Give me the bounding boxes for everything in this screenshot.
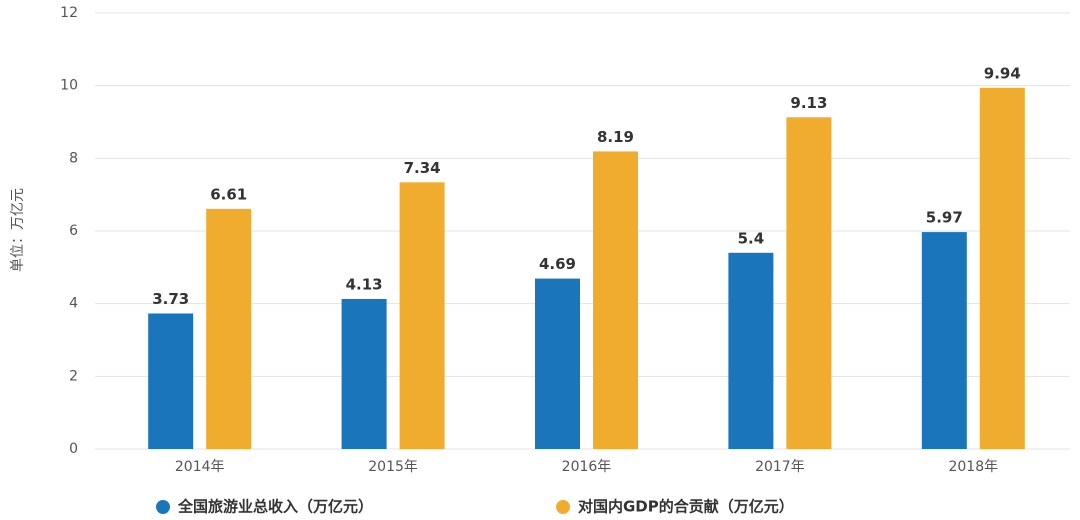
y-tick-label: 12 <box>60 5 78 21</box>
legend-label: 全国旅游业总收入（万亿元） <box>177 498 373 516</box>
bar <box>786 117 832 449</box>
bar <box>728 252 774 449</box>
bar <box>593 151 638 449</box>
legend-marker <box>556 500 570 514</box>
y-tick-label: 0 <box>69 441 78 457</box>
bar <box>206 208 252 449</box>
bar <box>341 298 387 449</box>
y-axis-label: 单位：万亿元 <box>10 188 26 272</box>
value-label: 4.13 <box>346 275 383 293</box>
bar <box>979 87 1025 449</box>
value-label: 3.73 <box>152 290 189 308</box>
y-tick-label: 2 <box>69 368 78 384</box>
bar <box>921 232 967 449</box>
value-label: 5.4 <box>738 229 765 247</box>
x-tick-label: 2015年 <box>368 459 418 475</box>
value-label: 7.34 <box>404 159 441 177</box>
value-label: 9.13 <box>790 94 827 112</box>
value-label: 4.69 <box>539 255 576 273</box>
y-tick-label: 6 <box>69 223 78 239</box>
legend-label: 对国内GDP的合贡献（万亿元） <box>578 498 794 516</box>
y-tick-label: 8 <box>69 150 78 166</box>
x-tick-label: 2018年 <box>948 459 998 475</box>
x-tick-label: 2016年 <box>562 459 612 475</box>
bar <box>148 313 194 449</box>
value-label: 8.19 <box>597 128 634 146</box>
bar <box>535 278 580 449</box>
legend-marker <box>156 500 170 514</box>
x-tick-label: 2014年 <box>175 459 225 475</box>
bar <box>399 182 445 449</box>
x-tick-label: 2017年 <box>755 459 805 475</box>
value-label: 6.61 <box>210 185 247 203</box>
value-label: 5.97 <box>926 209 963 227</box>
value-label: 9.94 <box>984 64 1021 82</box>
y-tick-label: 10 <box>60 78 78 94</box>
y-tick-label: 4 <box>69 296 78 312</box>
